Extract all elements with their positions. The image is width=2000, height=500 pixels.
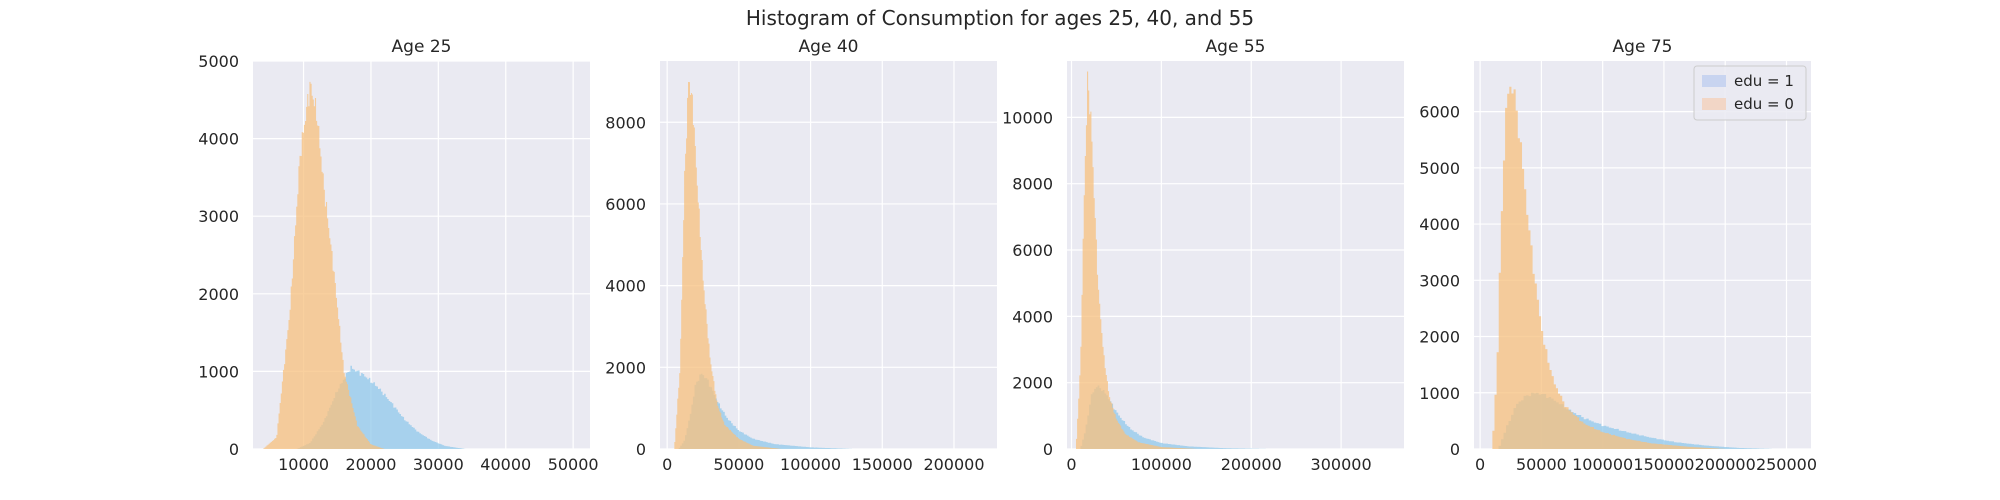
y-tick-label: 3000 <box>1419 271 1460 290</box>
panel-title: Age 25 <box>392 37 452 57</box>
y-tick-label: 2000 <box>198 285 239 304</box>
plot-area <box>660 61 997 449</box>
y-tick-label: 4000 <box>198 130 239 149</box>
panels: 10000 20000 30000 40000 50000010002000300040… <box>198 37 1817 474</box>
histograms <box>263 81 466 449</box>
y-tick-label: 10000 <box>1002 108 1053 127</box>
x-tick-label: 200000 <box>1695 455 1756 474</box>
y-tick-label: 0 <box>1043 440 1053 459</box>
x-tick-label: 0 <box>1475 455 1485 474</box>
y-tick-label: 0 <box>1450 440 1460 459</box>
y-tick-label: 1000 <box>1419 384 1460 403</box>
histogram-edu0 <box>1492 86 1726 449</box>
histogram-edu0 <box>263 81 385 449</box>
x-tick-label: 200000 <box>1221 455 1282 474</box>
y-tick-label: 8000 <box>605 113 646 132</box>
x-tick-label: 50000 <box>548 455 599 474</box>
x-tick-label: 50000 <box>1516 455 1567 474</box>
legend-swatch <box>1702 98 1726 110</box>
y-tick-label: 2000 <box>605 358 646 377</box>
panel-1: 10000 20000 30000 40000 50000 0 1000 2000 3000 40… <box>198 37 598 474</box>
x-tick-label: 30000 <box>413 455 464 474</box>
panel-title: Age 40 <box>799 37 859 57</box>
panel-4: 0 50000 100000 150000 200000 250000 0 1000 2000 3… <box>1419 37 1817 474</box>
x-tick-label: 0 <box>662 455 672 474</box>
histogram-edu1 <box>1080 385 1270 449</box>
x-tick-label: 150000 <box>852 455 913 474</box>
x-tick-label: 250000 <box>1756 455 1817 474</box>
y-tick-label: 2000 <box>1012 374 1053 393</box>
y-tick-label: 1000 <box>198 362 239 381</box>
x-tick-label: 100000 <box>780 455 841 474</box>
histograms <box>1492 86 1775 449</box>
x-tick-label: 0 <box>1066 455 1076 474</box>
histogram-edu0 <box>1075 71 1198 449</box>
x-tick-label: 300000 <box>1311 455 1372 474</box>
panel-title: Age 55 <box>1206 37 1266 57</box>
histogram-edu0 <box>674 81 782 449</box>
y-tick-label: 0 <box>229 440 239 459</box>
x-tick-label: 50000 <box>713 455 764 474</box>
x-tick-label: 10000 <box>278 455 329 474</box>
y-tick-label: 3000 <box>198 207 239 226</box>
y-tick-label: 4000 <box>1012 307 1053 326</box>
legend-label: edu = 0 <box>1734 95 1794 113</box>
y-tick-label: 2000 <box>1419 328 1460 347</box>
x-tick-label: 200000 <box>923 455 984 474</box>
legend-swatch <box>1702 75 1726 87</box>
y-tick-label: 5000 <box>198 52 239 71</box>
x-tick-label: 150000 <box>1633 455 1694 474</box>
suptitle: Histogram of Consumption for ages 25, 40… <box>746 6 1254 30</box>
x-tick-label: 20000 <box>345 455 396 474</box>
y-tick-label: 0 <box>636 440 646 459</box>
histograms <box>674 81 854 449</box>
plot-area <box>1067 61 1404 449</box>
legend: edu = 1 edu = 0 <box>1693 65 1807 121</box>
y-tick-label: 6000 <box>605 195 646 214</box>
panel-2: 0 50000 100000 150000 200000 0 2000 4000 6000 800… <box>605 37 997 474</box>
y-tick-label: 6000 <box>1419 103 1460 122</box>
y-tick-label: 5000 <box>1419 159 1460 178</box>
x-tick-label: 100000 <box>1572 455 1633 474</box>
histograms <box>1075 71 1270 449</box>
y-tick-label: 4000 <box>1419 215 1460 234</box>
y-tick-label: 4000 <box>605 277 646 296</box>
x-tick-label: 100000 <box>1131 455 1192 474</box>
panel-title: Age 75 <box>1613 37 1673 57</box>
y-tick-label: 6000 <box>1012 241 1053 260</box>
panel-3: 0 100000 200000 300000 0 2000 4000 6000 8000 1000… <box>1002 37 1404 474</box>
legend-label: edu = 1 <box>1734 72 1794 90</box>
x-tick-label: 40000 <box>480 455 531 474</box>
y-tick-label: 8000 <box>1012 175 1053 194</box>
